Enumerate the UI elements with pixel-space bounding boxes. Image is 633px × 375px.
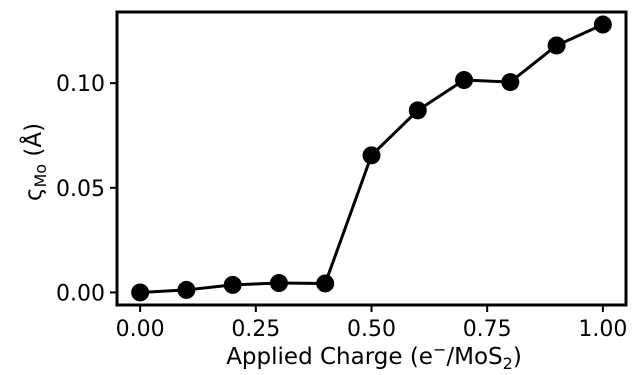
- x-tick-label: 0.75: [463, 317, 512, 342]
- x-tick-label: 1.00: [578, 317, 627, 342]
- ticks-layer: 0.00 0.25 0.50 0.75 1.00 0.00 0.05 0.10: [56, 72, 627, 342]
- x-tick-label: 0.00: [116, 317, 165, 342]
- data-point: [408, 101, 427, 120]
- data-point: [362, 146, 381, 165]
- data-point: [547, 36, 566, 55]
- data-point: [501, 73, 520, 92]
- series-layer: [131, 15, 612, 302]
- data-point: [455, 71, 474, 90]
- x-tick-label: 0.50: [347, 317, 396, 342]
- data-point: [316, 274, 335, 293]
- data-point: [177, 280, 196, 299]
- data-point: [269, 274, 288, 293]
- y-tick-label: 0.00: [56, 281, 105, 306]
- data-point: [223, 275, 242, 294]
- y-tick-label: 0.10: [56, 72, 105, 97]
- y-tick-label: 0.05: [56, 177, 105, 202]
- data-point: [131, 283, 150, 302]
- x-tick-label: 0.25: [231, 317, 280, 342]
- x-axis-label: Applied Charge (e−/MoS2): [226, 340, 522, 373]
- y-axis-label: ςMo (Å): [19, 123, 50, 201]
- data-point: [593, 15, 612, 34]
